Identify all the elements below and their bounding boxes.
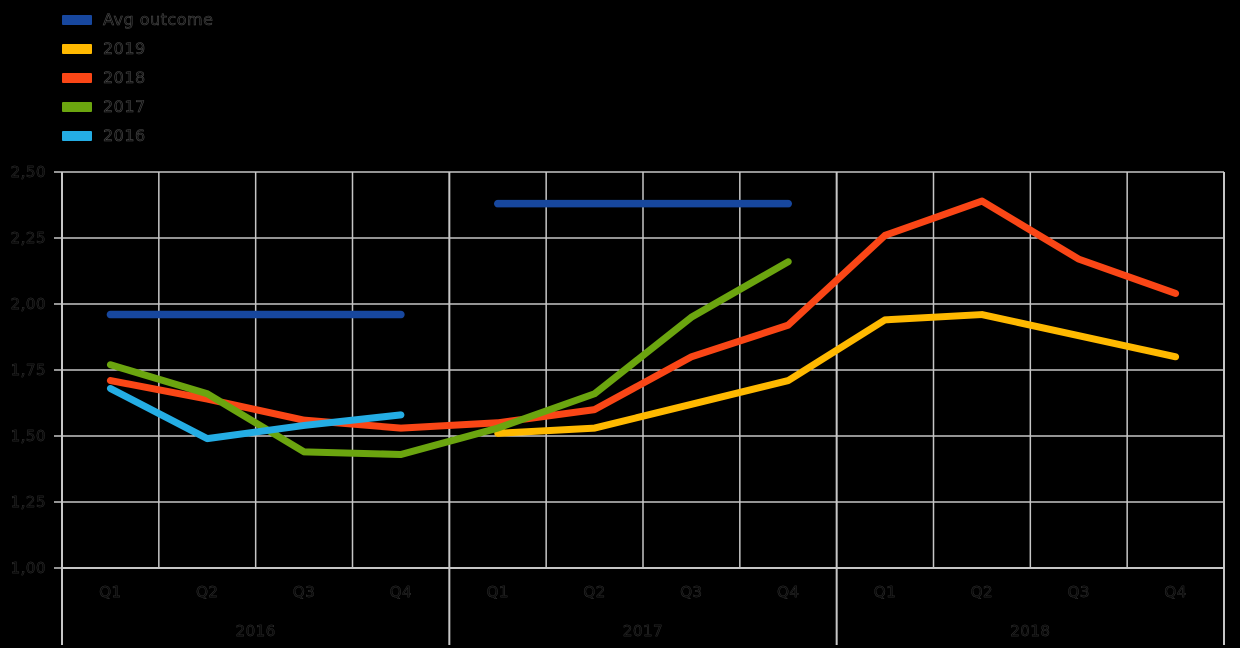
y-tick-label: 2,50 [11, 163, 46, 181]
legend-label-2017: 2017 [103, 97, 146, 117]
legend-item-2019: 2019 [62, 34, 213, 63]
series-2019-line [494, 311, 1180, 437]
quarter-tick-label: Q2 [971, 583, 993, 601]
legend-item-2018: 2018 [62, 63, 213, 92]
quarter-tick-label: Q4 [390, 583, 412, 601]
year-group-label: 2016 [236, 622, 276, 640]
gridlines [61, 171, 1225, 645]
y-tick-label: 2,25 [11, 229, 46, 247]
series-2018-line [106, 197, 1180, 432]
quarter-tick-label: Q2 [583, 583, 605, 601]
legend-label-2019: 2019 [103, 39, 146, 59]
quarter-tick-label: Q3 [1068, 583, 1090, 601]
legend-label-2018: 2018 [103, 68, 146, 88]
year-group-label: 2017 [623, 622, 663, 640]
legend-swatch-2017 [62, 101, 92, 112]
legend-item-2016: 2016 [62, 121, 213, 150]
quarter-tick-label: Q3 [293, 583, 315, 601]
quarter-tick-label: Q1 [99, 583, 121, 601]
legend-swatch-2018 [62, 72, 92, 83]
quarter-tick-label: Q4 [777, 583, 799, 601]
y-tick-label: 2,00 [11, 295, 46, 313]
quarter-tick-label: Q1 [487, 583, 509, 601]
year-group-label: 2018 [1010, 622, 1050, 640]
legend-label-avg-outcome: Avg outcome [103, 10, 214, 30]
series-avg-outcome [106, 199, 792, 319]
axis-labels: 2,50 2,25 2,00 1,75 1,50 1,25 1,00 Q1 Q2 Q3 Q4 2016… [10, 163, 1186, 641]
chart-legend: Avg outcome 2019 2018 2017 2016 [62, 5, 213, 150]
series-2016-line [106, 384, 405, 443]
axes [54, 171, 1224, 569]
y-tick-label: 1,75 [11, 361, 46, 379]
legend-label-2016: 2016 [103, 126, 146, 146]
quarter-tick-label: Q1 [874, 583, 896, 601]
y-tick-label: 1,25 [11, 493, 46, 511]
y-tick-label: 1,00 [11, 559, 46, 577]
series-2017-line [106, 258, 792, 458]
legend-item-avg-outcome: Avg outcome [62, 5, 213, 34]
legend-item-2017: 2017 [62, 92, 213, 121]
quarter-tick-label: Q3 [680, 583, 702, 601]
quarter-tick-label: Q2 [196, 583, 218, 601]
legend-swatch-avg-outcome [62, 14, 92, 25]
y-tick-label: 1,50 [11, 427, 46, 445]
legend-swatch-2016 [62, 130, 92, 141]
quarter-tick-label: Q4 [1164, 583, 1186, 601]
legend-swatch-2019 [62, 43, 92, 54]
